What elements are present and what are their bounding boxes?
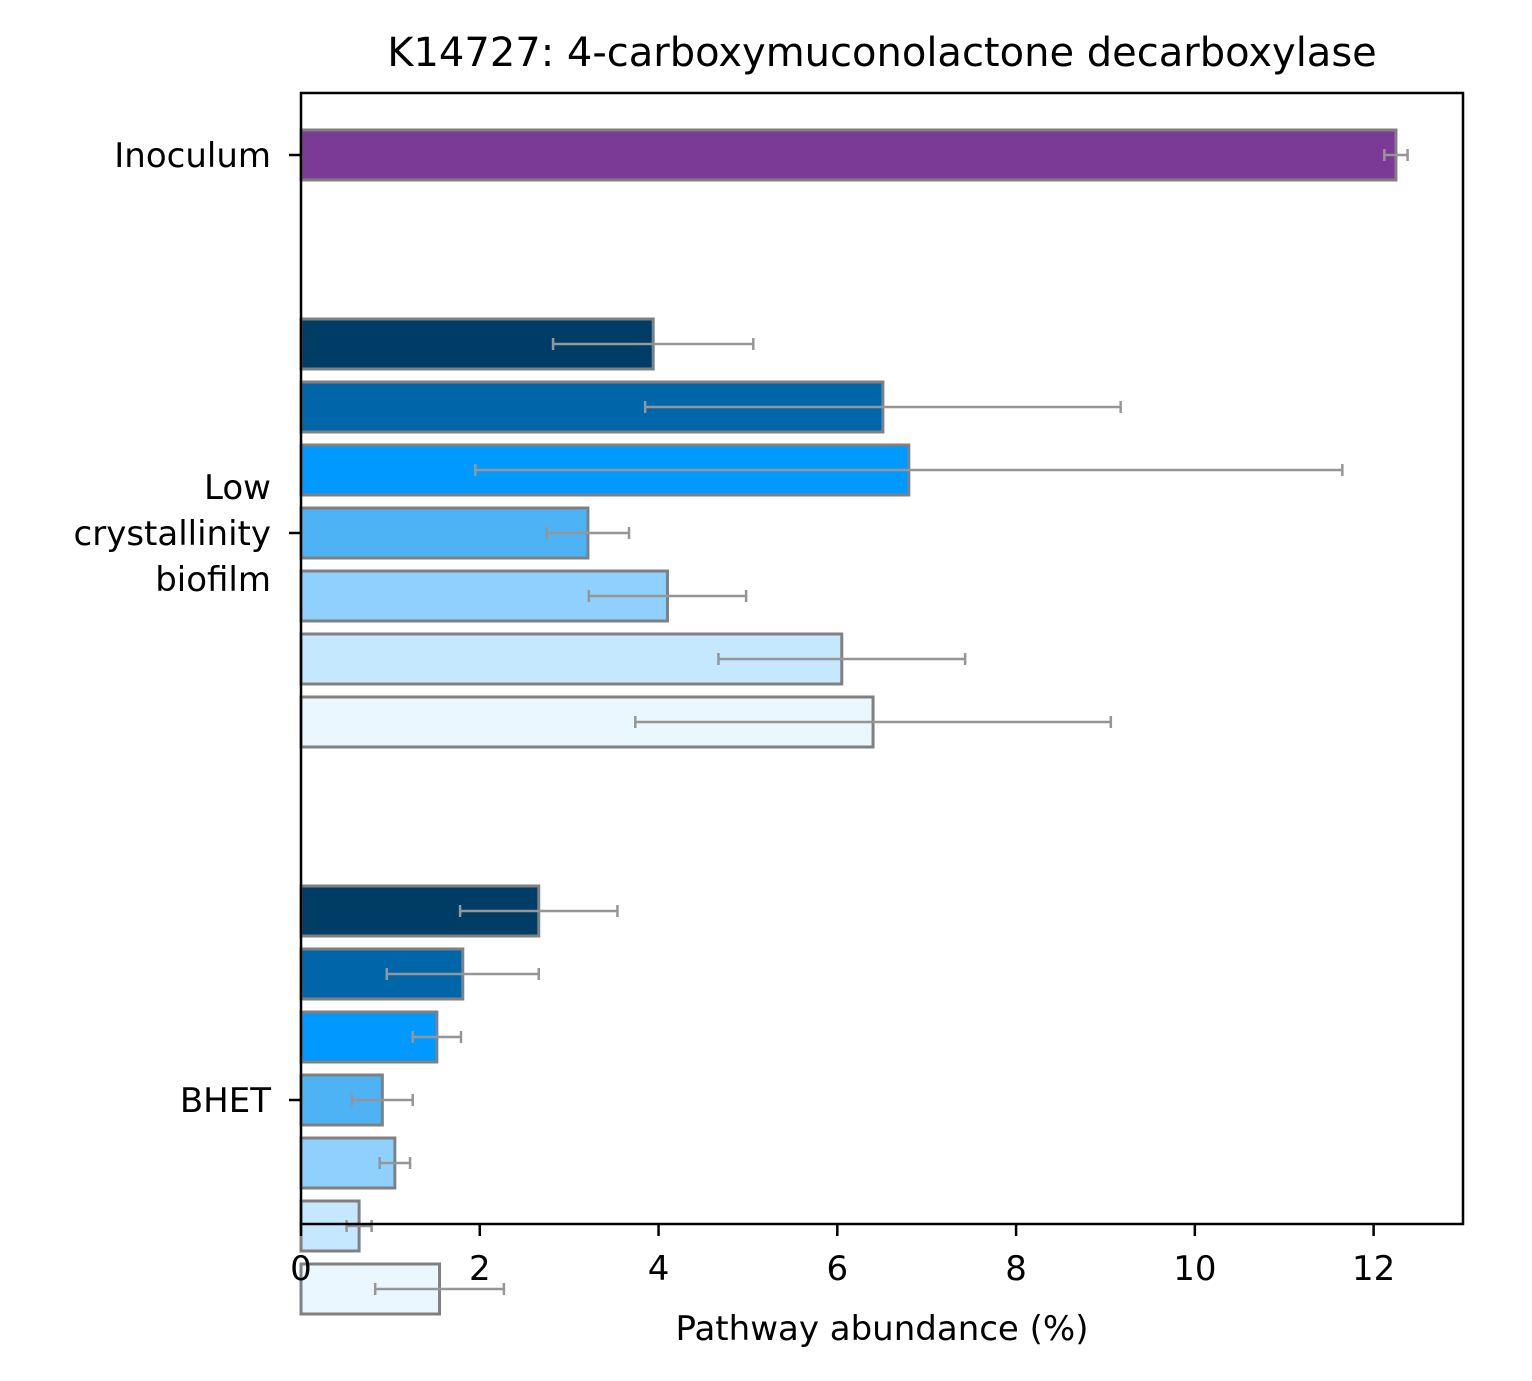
x-tick-label: 2 xyxy=(469,1249,491,1289)
x-tick-label: 10 xyxy=(1173,1249,1216,1289)
x-tick-label: 12 xyxy=(1352,1249,1395,1289)
error-bar-g2-b6 xyxy=(373,1283,506,1295)
x-axis-label: Pathway abundance (%) xyxy=(676,1309,1089,1349)
bar-g1-b3 xyxy=(299,506,590,560)
error-bar-g2-b0 xyxy=(458,905,619,917)
error-bar-g1-b1 xyxy=(643,401,1122,413)
bar-g0-b0 xyxy=(299,128,1398,182)
error-bar-g1-b6 xyxy=(634,716,1113,728)
error-bar-g2-b2 xyxy=(411,1031,463,1043)
error-bar-g1-b2 xyxy=(474,464,1344,476)
error-bar-g2-b4 xyxy=(378,1157,412,1169)
y-axis-ticks: Inoculum Low crystallinity biofilm BHET xyxy=(74,136,301,1121)
error-bar-g2-b3 xyxy=(350,1094,414,1106)
x-axis-ticks: 0 2 4 6 8 10 12 xyxy=(290,1224,1395,1289)
error-bar-g1-b3 xyxy=(545,527,631,539)
x-tick-label: 4 xyxy=(648,1249,670,1289)
x-tick-label: 0 xyxy=(290,1249,312,1289)
error-bar-layer xyxy=(345,149,1409,1295)
error-bar-g1-b5 xyxy=(717,653,967,665)
error-bar-g1-b0 xyxy=(551,338,755,350)
error-bar-g2-b5 xyxy=(345,1220,373,1232)
x-tick-label: 6 xyxy=(826,1249,848,1289)
x-tick-label: 8 xyxy=(1005,1249,1027,1289)
y-tick-label: Low xyxy=(204,468,271,508)
y-tick-label: biofilm xyxy=(155,560,271,600)
chart-title: K14727: 4-carboxymuconolactone decarboxy… xyxy=(387,30,1377,76)
error-bar-g2-b1 xyxy=(385,968,541,980)
error-bar-g1-b4 xyxy=(587,590,748,602)
y-tick-label: BHET xyxy=(180,1081,271,1121)
y-tick-label: Inoculum xyxy=(114,136,271,176)
error-bar-g0-b0 xyxy=(1383,149,1409,161)
plot-frame xyxy=(299,91,1465,1226)
y-tick-label: crystallinity xyxy=(74,514,271,554)
